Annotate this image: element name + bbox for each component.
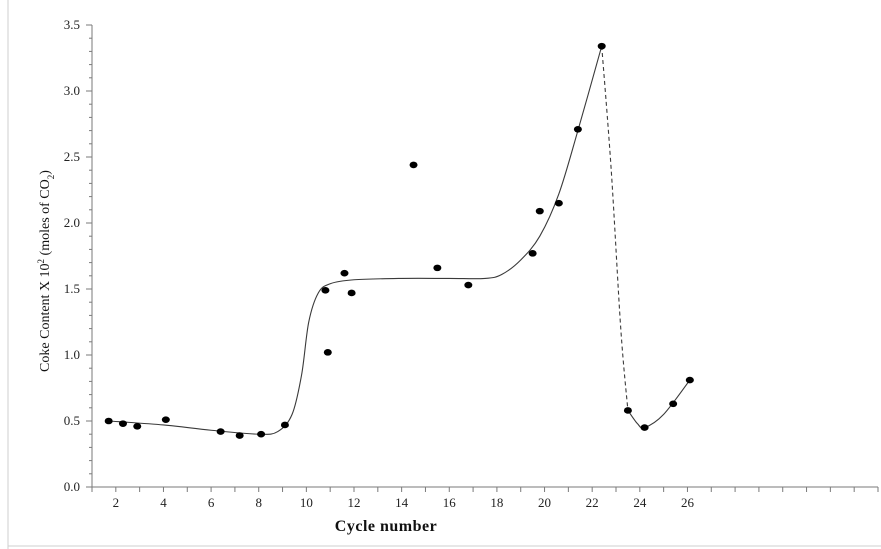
axes [91,25,878,488]
fit-curve-dashed-2 [601,46,629,411]
data-points [104,42,694,439]
data-point [535,207,544,215]
data-point [235,432,244,439]
x-tick-label: 22 [586,495,599,510]
x-tick-label: 14 [395,495,409,510]
data-point [464,281,473,289]
data-point [409,161,418,169]
y-tick-label: 3.5 [64,17,80,32]
y-tick-label: 1.0 [64,347,80,362]
x-axis-ticks: 2 4 6 8 10 12 14 16 18 20 22 24 26 [91,487,879,510]
x-tick-label: 18 [490,495,503,510]
fit-curve-3 [627,379,691,429]
data-point [323,349,332,356]
data-point [280,421,289,429]
x-tick-label: 24 [633,495,647,510]
data-point [669,400,678,408]
x-tick-label: 26 [681,495,695,510]
x-tick-label: 12 [348,495,361,510]
data-point [216,428,225,435]
data-point [640,424,649,431]
fit-curve-1 [108,45,603,435]
fit-curves [108,45,691,435]
y-tick-label: 2.5 [64,149,80,164]
x-tick-label: 2 [113,495,120,510]
data-point [573,125,582,133]
data-point [104,417,113,425]
y-axis-ticks: 0.0 0.5 1.0 1.5 2.0 2.5 3.0 3.5 [64,17,92,494]
y-tick-label: 0.5 [64,413,80,428]
y-tick-label: 0.0 [64,479,80,494]
y-axis-title-sub: 2 [46,175,56,180]
x-tick-label: 6 [208,495,215,510]
data-point [433,264,442,272]
x-tick-label: 16 [443,495,457,510]
y-axis-title: Coke Content X 102 (moles of CO2) [36,170,56,372]
x-tick-label: 8 [255,495,262,510]
data-point [597,42,606,50]
data-point [118,420,127,427]
y-axis-title-main: Coke Content X 10 [38,263,53,372]
y-tick-label: 3.0 [64,83,80,98]
data-point [347,289,356,297]
data-point [554,199,563,207]
data-point [321,287,330,294]
y-axis-title-sup: 2 [36,259,46,264]
data-point [161,416,170,423]
y-axis-title-paren: (moles of CO [38,179,53,259]
y-axis-title-end: ) [38,170,53,175]
y-tick-label: 1.5 [64,281,80,296]
data-point [340,269,349,277]
data-point [623,407,632,414]
data-point [133,422,142,430]
x-tick-label: 10 [300,495,313,510]
y-tick-label: 2.0 [64,215,80,230]
x-axis-title: Cycle number [335,518,437,535]
x-tick-label: 20 [538,495,551,510]
data-point [257,430,266,438]
x-tick-label: 4 [160,495,167,510]
data-point [528,250,537,257]
data-point [685,376,694,384]
